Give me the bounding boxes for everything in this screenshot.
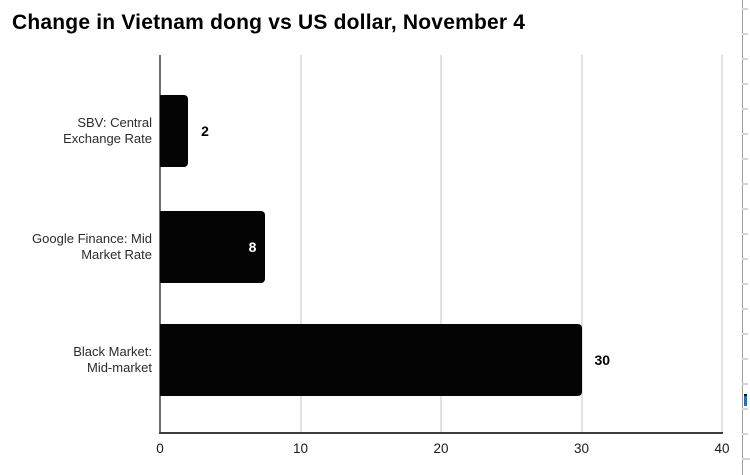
row-tick: [742, 233, 748, 235]
x-gridline: [299, 55, 302, 432]
x-tick-label: 0: [156, 441, 164, 456]
x-tick-label: 10: [292, 441, 309, 456]
category-label: SBV: Central Exchange Rate: [63, 115, 152, 146]
row-tick: [742, 133, 748, 135]
bar-1: [160, 95, 189, 167]
x-tick-label: 40: [714, 441, 730, 456]
x-gridline: [721, 55, 723, 432]
row-tick: [742, 33, 748, 35]
chart-title: Change in Vietnam dong vs US dollar, Nov…: [12, 11, 526, 34]
hyperlink-sliver[interactable]: [744, 394, 747, 406]
row-tick: [742, 358, 748, 360]
panel-border-line: [742, 0, 743, 475]
x-gridline: [580, 55, 583, 432]
x-tick-label: 30: [573, 441, 590, 456]
row-tick: [742, 208, 748, 210]
row-tick: [742, 433, 748, 435]
row-tick: [742, 333, 748, 335]
x-gridline: [440, 55, 442, 432]
bar-2: [160, 211, 266, 283]
row-tick: [742, 408, 748, 410]
row-tick: [742, 458, 750, 460]
row-tick: [742, 258, 748, 260]
row-tick: [742, 108, 748, 110]
category-label: Black Market: Mid-market: [73, 344, 152, 375]
row-tick: [742, 308, 748, 310]
value-label: 8: [248, 239, 257, 255]
bar-3: [160, 324, 582, 396]
row-tick: [742, 83, 748, 85]
value-label: 2: [201, 123, 209, 139]
row-tick: [742, 183, 748, 185]
x-axis-line: [159, 432, 723, 434]
row-tick: [742, 158, 748, 160]
x-tick-label: 20: [433, 441, 449, 456]
category-label: Google Finance: Mid Market Rate: [32, 231, 152, 262]
row-tick: [742, 8, 748, 10]
value-label: 30: [594, 352, 611, 368]
row-tick: [742, 283, 748, 285]
row-tick: [742, 383, 748, 385]
row-tick: [742, 58, 748, 60]
